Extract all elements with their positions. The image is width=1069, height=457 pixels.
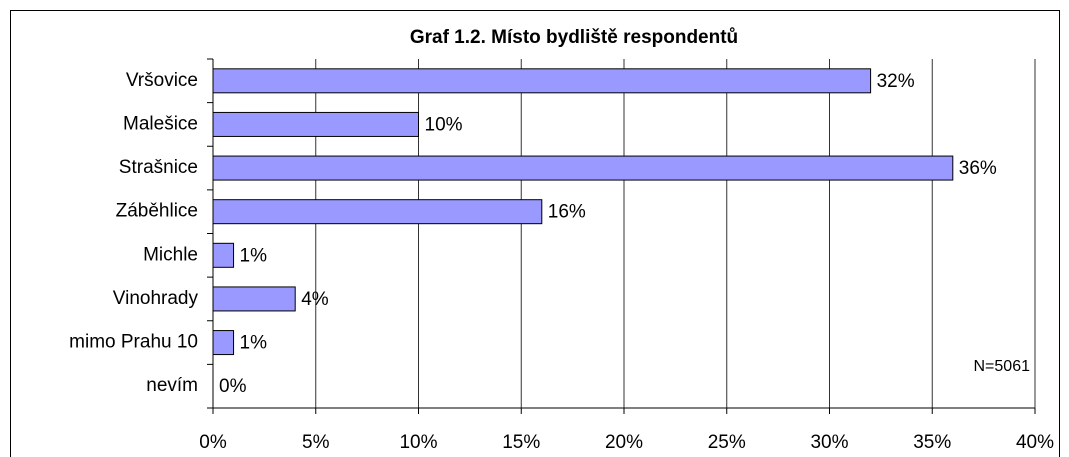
value-label: 16% <box>548 202 586 223</box>
value-label: 4% <box>301 289 329 310</box>
x-tick-label: 35% <box>913 432 951 453</box>
x-tick-label: 5% <box>302 432 330 453</box>
y-tick-label: Strašnice <box>119 157 198 178</box>
x-tick-label: 30% <box>810 432 848 453</box>
bar <box>212 330 235 356</box>
bar <box>212 199 543 225</box>
value-label: 0% <box>219 376 247 397</box>
chart-title: Graf 1.2. Místo bydliště respondentů <box>410 27 738 48</box>
value-label: 1% <box>240 245 268 266</box>
y-tick-label: Záběhlice <box>116 201 198 222</box>
value-label: 36% <box>959 158 997 179</box>
y-tick-label: Vršovice <box>126 70 198 91</box>
bar <box>212 286 296 312</box>
value-label: 10% <box>425 114 463 135</box>
bar <box>212 68 872 94</box>
bar <box>212 111 419 137</box>
y-tick-label: mimo Prahu 10 <box>69 332 198 353</box>
y-tick-label: nevím <box>146 375 198 396</box>
x-tick-label: 15% <box>502 432 540 453</box>
bar <box>212 155 954 181</box>
x-tick-label: 20% <box>605 432 643 453</box>
annotation: N=5061 <box>974 358 1031 375</box>
bar <box>212 242 235 268</box>
y-tick-label: Michle <box>143 244 198 265</box>
x-tick-label: 40% <box>1016 432 1054 453</box>
y-tick-label: Malešice <box>123 113 198 134</box>
value-label: 32% <box>877 71 915 92</box>
value-label: 1% <box>240 333 268 354</box>
x-tick-label: 25% <box>708 432 746 453</box>
y-tick-label: Vinohrady <box>113 288 199 309</box>
x-tick-label: 0% <box>199 432 227 453</box>
x-tick-label: 10% <box>399 432 437 453</box>
